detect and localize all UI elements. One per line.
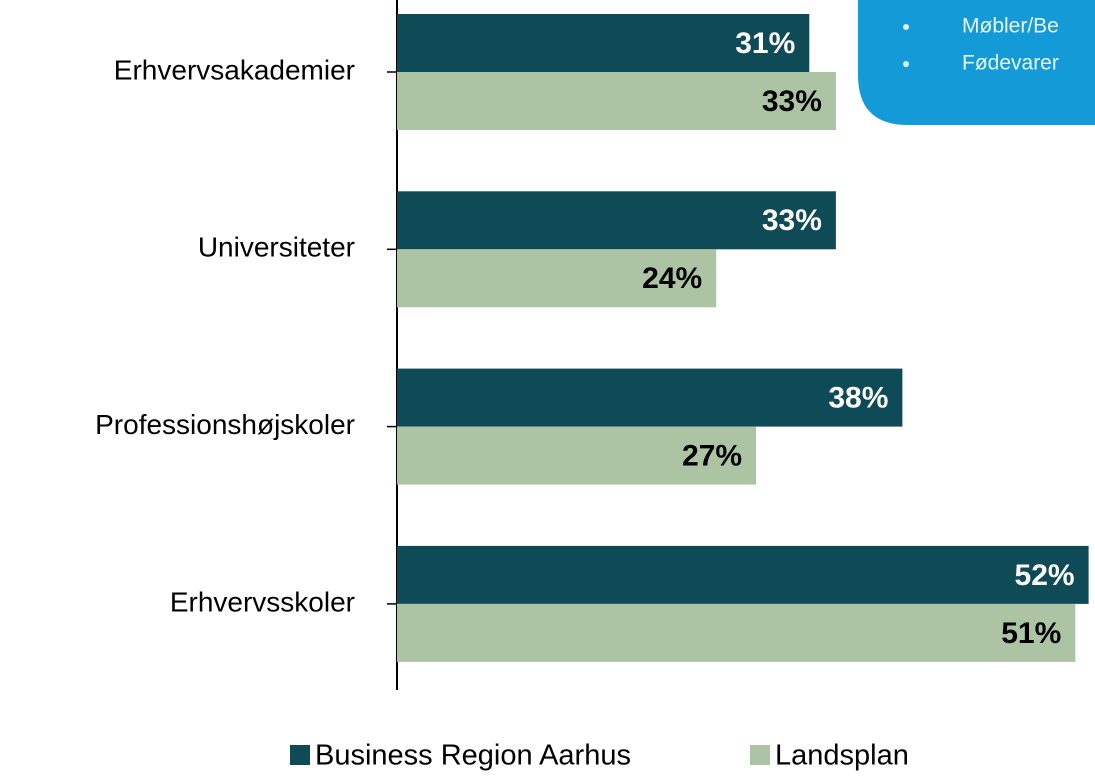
- legend-swatch: [750, 745, 770, 765]
- data-label: 52%: [1015, 559, 1075, 592]
- data-label: 33%: [762, 204, 822, 237]
- data-label: 24%: [642, 262, 702, 295]
- callout-box: [858, 0, 1095, 125]
- legend-swatch: [290, 745, 310, 765]
- data-label: 33%: [762, 85, 822, 118]
- bar: [397, 545, 1089, 604]
- category-label: Erhvervsskoler: [170, 586, 355, 617]
- bar: [397, 249, 717, 308]
- data-label: 51%: [1001, 617, 1061, 650]
- data-label: 38%: [828, 382, 888, 415]
- bullet: [903, 24, 909, 30]
- bar: [397, 426, 757, 485]
- category-label: Erhvervsakademier: [114, 54, 355, 85]
- legend-label: Business Region Aarhus: [315, 740, 631, 772]
- bar: [397, 603, 1076, 662]
- bar: [397, 368, 903, 427]
- bar: [397, 72, 836, 130]
- data-label: 27%: [682, 440, 742, 473]
- data-label: 31%: [735, 27, 795, 60]
- bar: [397, 191, 836, 250]
- bullet: [903, 61, 909, 67]
- callout-item: Møbler/Be: [962, 15, 1059, 38]
- callout-item: Fødevarer: [962, 52, 1059, 75]
- legend-label: Landsplan: [775, 740, 909, 772]
- category-label: Professionshøjskoler: [95, 409, 355, 440]
- category-label: Universiteter: [198, 232, 355, 263]
- bar: [397, 14, 810, 72]
